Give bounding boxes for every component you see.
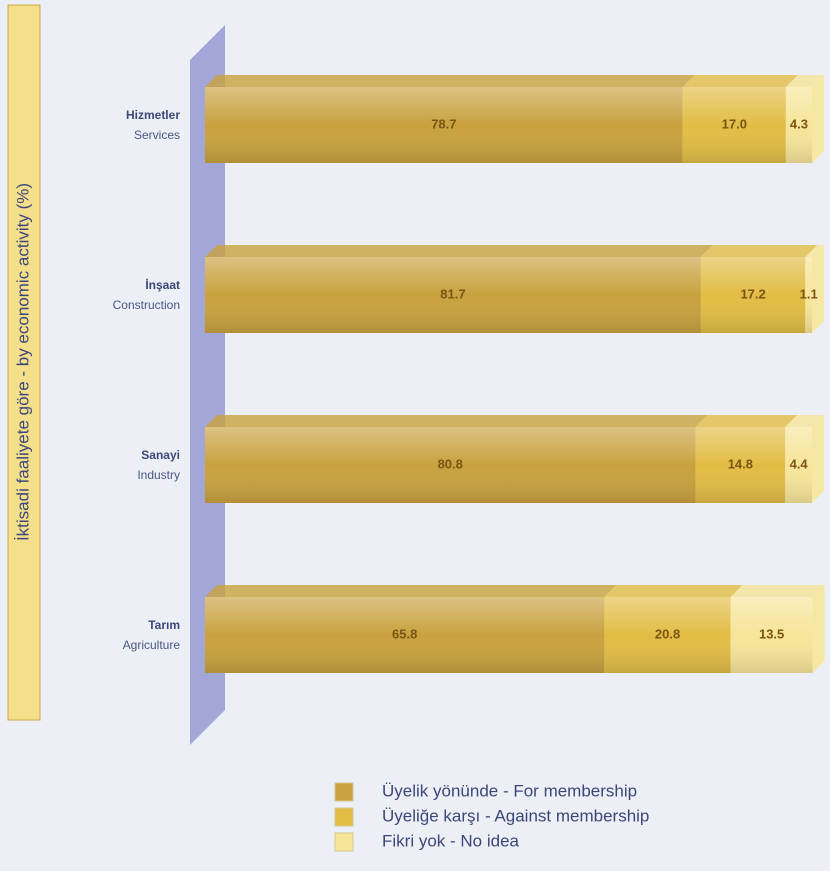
value-label: 20.8 <box>655 626 680 641</box>
bar-shine <box>700 257 806 333</box>
category-sublabel: Services <box>134 128 180 142</box>
bar-shine <box>785 427 812 503</box>
axis-title-box <box>7 4 41 721</box>
value-label: 14.8 <box>728 456 753 471</box>
value-label: 81.7 <box>440 286 465 301</box>
bar-end <box>812 415 824 503</box>
category-sublabel: Agriculture <box>123 638 181 652</box>
bar-end <box>812 245 824 333</box>
bar-top <box>682 75 798 87</box>
axis-wall <box>190 25 225 745</box>
value-label: 80.8 <box>438 456 463 471</box>
bar-top <box>785 75 824 87</box>
category-label: İnşaat <box>145 277 180 292</box>
bar-top <box>205 585 617 597</box>
value-label: 1.1 <box>800 286 818 301</box>
value-label: 65.8 <box>392 626 417 641</box>
bar-top <box>805 245 824 257</box>
legend-swatch <box>334 782 354 802</box>
legend-label: Üyeliğe karşı - Against membership <box>382 806 649 825</box>
legend-label: Fikri yok - No idea <box>382 831 520 850</box>
y-axis-title: İktisadi faaliyete göre - by economic ac… <box>13 183 32 541</box>
value-label: 13.5 <box>759 626 784 641</box>
bar-top <box>785 415 824 427</box>
bar-top <box>700 245 818 257</box>
category-sublabel: Construction <box>113 298 180 312</box>
bar-top <box>205 245 713 257</box>
category-label: Hizmetler <box>126 108 180 122</box>
category-label: Sanayi <box>141 448 180 462</box>
bar-shine <box>682 87 786 163</box>
bar-shine <box>205 427 696 503</box>
bar-shine <box>695 427 786 503</box>
bar-shine <box>205 87 683 163</box>
value-label: 17.0 <box>722 116 747 131</box>
value-label: 17.2 <box>740 286 765 301</box>
bar-end <box>812 75 824 163</box>
bar-top <box>205 415 708 427</box>
bar-shine <box>205 597 605 673</box>
legend-swatch <box>334 832 354 852</box>
bar-top <box>695 415 798 427</box>
legend-label: Üyelik yönünde - For membership <box>382 781 637 800</box>
bar-end <box>812 585 825 673</box>
value-label: 4.4 <box>790 456 809 471</box>
category-label: Tarım <box>148 618 180 632</box>
bar-top <box>730 585 825 597</box>
bar-top <box>604 585 743 597</box>
bar-shine <box>805 257 812 333</box>
bar-shine <box>604 597 731 673</box>
bar-shine <box>730 597 813 673</box>
value-label: 78.7 <box>431 116 456 131</box>
bar-shine <box>205 257 701 333</box>
bar-top <box>205 75 695 87</box>
value-label: 4.3 <box>790 116 808 131</box>
category-sublabel: Industry <box>137 468 180 482</box>
bar-shine <box>785 87 812 163</box>
legend-swatch <box>334 807 354 827</box>
